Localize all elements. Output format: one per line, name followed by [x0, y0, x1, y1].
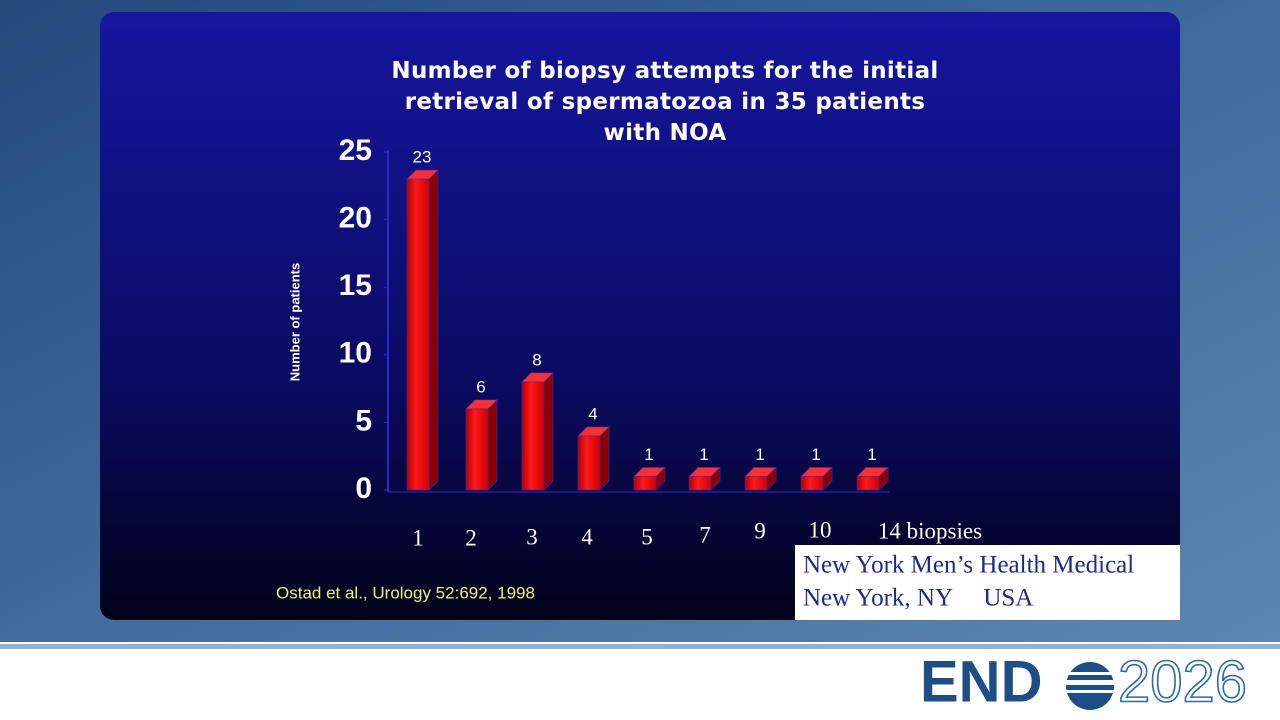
logo-year: 2026 — [1118, 649, 1247, 714]
overlay-line: New York Men’s Health Medical — [803, 552, 1134, 579]
bar-side — [487, 399, 498, 491]
value-label: 1 — [867, 445, 876, 464]
overlay-line: New York, NY USA — [803, 585, 1033, 612]
bar-front — [633, 476, 657, 491]
x-tick-label: 2 — [465, 525, 477, 550]
y-tick-label: 5 — [355, 404, 372, 437]
bar — [744, 466, 777, 491]
x-tick-label: 9 — [754, 518, 766, 543]
overlay-box — [795, 545, 1180, 620]
x-tick-label: 3 — [526, 524, 538, 549]
bar-front — [688, 476, 712, 491]
bar-front — [800, 476, 824, 491]
bar-side — [543, 372, 554, 491]
bar-side — [599, 426, 610, 491]
value-label: 4 — [588, 404, 597, 423]
bar — [800, 466, 833, 491]
chart-title: Number of biopsy attempts for the initia… — [391, 58, 939, 146]
bar — [688, 466, 721, 491]
y-tick-label: 15 — [339, 269, 372, 302]
bar-front — [406, 178, 430, 491]
value-label: 1 — [755, 445, 764, 464]
x-tick-label: 7 — [699, 522, 711, 547]
x-tick-label: 10 — [809, 517, 832, 542]
bar-front — [521, 381, 545, 491]
bar — [465, 399, 498, 491]
y-tick-label: 20 — [339, 202, 372, 235]
slide — [100, 12, 1180, 620]
bar-front — [856, 476, 880, 491]
bar-front — [465, 408, 489, 491]
x-tick-label: 14 biopsies — [878, 518, 982, 543]
logo-globe — [1062, 662, 1118, 710]
bar — [856, 466, 889, 491]
x-tick-label: 5 — [641, 524, 653, 549]
bar-side — [428, 169, 439, 491]
bar — [633, 466, 666, 491]
value-label: 1 — [699, 445, 708, 464]
value-label: 1 — [644, 445, 653, 464]
logo-brand: END — [920, 649, 1042, 714]
value-label: 23 — [413, 148, 432, 167]
y-tick-label: 0 — [355, 472, 372, 505]
value-label: 8 — [532, 350, 541, 369]
x-tick-label: 4 — [581, 524, 593, 549]
bar — [521, 372, 554, 491]
x-tick-label: 1 — [412, 525, 424, 550]
divider — [0, 644, 1280, 649]
bar-front — [577, 435, 601, 491]
bar — [577, 426, 610, 491]
citation: Ostad et al., Urology 52:692, 1998 — [276, 583, 535, 602]
y-axis-label: Number of patients — [287, 263, 302, 381]
value-label: 1 — [811, 445, 820, 464]
value-label: 6 — [476, 377, 485, 396]
y-tick-label: 10 — [339, 337, 372, 370]
y-tick-label: 25 — [339, 134, 372, 167]
bar-front — [744, 476, 768, 491]
bar — [406, 169, 439, 491]
